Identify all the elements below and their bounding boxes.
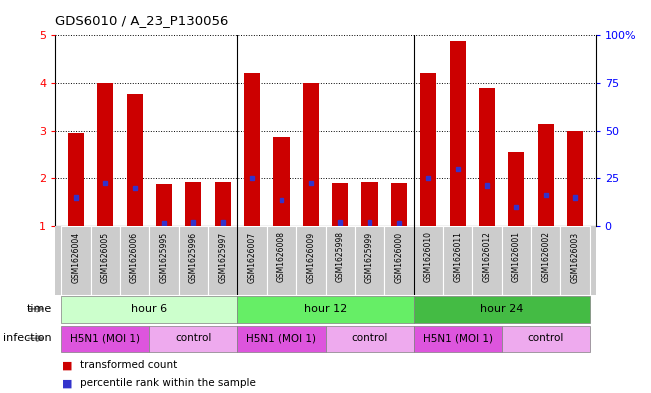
Bar — [250, 176, 254, 180]
Bar — [573, 195, 577, 200]
Bar — [215, 182, 231, 226]
Bar — [426, 176, 430, 180]
Text: GSM1625996: GSM1625996 — [189, 231, 198, 283]
Bar — [355, 226, 384, 295]
Bar — [361, 182, 378, 226]
Bar — [267, 226, 296, 295]
Text: GSM1626003: GSM1626003 — [571, 231, 579, 283]
Bar — [186, 182, 201, 226]
Bar — [391, 183, 407, 226]
Text: hour 24: hour 24 — [480, 304, 523, 314]
Bar — [238, 296, 413, 323]
Bar — [502, 226, 531, 295]
Text: control: control — [175, 333, 212, 343]
Text: GSM1625995: GSM1625995 — [159, 231, 169, 283]
Text: transformed count: transformed count — [80, 360, 177, 371]
Bar — [326, 226, 355, 295]
Bar — [162, 221, 166, 226]
Bar — [326, 326, 413, 352]
Bar — [339, 220, 342, 225]
Bar — [443, 226, 473, 295]
Text: hour 12: hour 12 — [304, 304, 347, 314]
Bar — [156, 184, 172, 226]
Bar — [238, 226, 267, 295]
Bar — [61, 326, 149, 352]
Bar — [303, 83, 319, 226]
Bar — [450, 41, 465, 226]
Bar — [120, 226, 149, 295]
Bar — [413, 296, 590, 323]
Text: H5N1 (MOI 1): H5N1 (MOI 1) — [422, 333, 493, 343]
Bar — [514, 205, 518, 209]
Text: GSM1626010: GSM1626010 — [424, 231, 433, 283]
Text: GSM1626004: GSM1626004 — [72, 231, 80, 283]
Text: GSM1626000: GSM1626000 — [395, 231, 404, 283]
Text: GDS6010 / A_23_P130056: GDS6010 / A_23_P130056 — [55, 15, 229, 28]
Bar — [332, 183, 348, 226]
Text: infection: infection — [3, 333, 52, 343]
Bar — [90, 226, 120, 295]
Text: GSM1626009: GSM1626009 — [307, 231, 315, 283]
Text: GSM1625998: GSM1625998 — [336, 231, 344, 283]
Text: ■: ■ — [62, 360, 72, 371]
Bar — [368, 220, 372, 225]
Bar — [296, 226, 326, 295]
Bar — [97, 83, 113, 226]
Bar — [397, 221, 401, 226]
Bar — [74, 195, 78, 200]
Bar — [61, 296, 238, 323]
Bar — [61, 226, 90, 295]
Bar — [456, 167, 460, 171]
Bar — [149, 326, 238, 352]
Bar — [238, 326, 326, 352]
Bar — [502, 326, 590, 352]
Bar — [544, 193, 547, 197]
Bar — [413, 326, 502, 352]
Text: control: control — [352, 333, 388, 343]
Text: GSM1626002: GSM1626002 — [541, 231, 550, 283]
Text: GSM1626008: GSM1626008 — [277, 231, 286, 283]
Bar — [420, 73, 436, 226]
Text: percentile rank within the sample: percentile rank within the sample — [80, 378, 256, 388]
Text: GSM1626011: GSM1626011 — [453, 231, 462, 282]
Text: time: time — [27, 304, 52, 314]
Bar — [104, 181, 107, 185]
Text: control: control — [527, 333, 564, 343]
Text: GSM1625999: GSM1625999 — [365, 231, 374, 283]
Bar — [485, 183, 489, 187]
Bar — [191, 220, 195, 225]
Text: H5N1 (MOI 1): H5N1 (MOI 1) — [70, 333, 140, 343]
Bar — [508, 152, 525, 226]
Text: GSM1626005: GSM1626005 — [101, 231, 110, 283]
Bar — [244, 73, 260, 226]
Text: GSM1625997: GSM1625997 — [218, 231, 227, 283]
Bar — [149, 226, 178, 295]
Bar — [384, 226, 413, 295]
Bar — [531, 226, 561, 295]
Bar — [208, 226, 238, 295]
Text: GSM1626001: GSM1626001 — [512, 231, 521, 283]
Bar — [479, 88, 495, 226]
Bar — [473, 226, 502, 295]
Bar — [561, 226, 590, 295]
Bar — [68, 133, 84, 226]
Text: H5N1 (MOI 1): H5N1 (MOI 1) — [247, 333, 316, 343]
Bar — [133, 185, 137, 190]
Bar — [178, 226, 208, 295]
Text: ■: ■ — [62, 378, 72, 388]
Bar — [538, 123, 554, 226]
Bar — [413, 226, 443, 295]
Text: GSM1626006: GSM1626006 — [130, 231, 139, 283]
Text: GSM1626012: GSM1626012 — [482, 231, 492, 282]
Bar — [273, 137, 290, 226]
Bar — [309, 181, 312, 185]
Bar — [279, 198, 283, 202]
Bar — [126, 94, 143, 226]
Text: hour 6: hour 6 — [132, 304, 167, 314]
Bar — [221, 220, 225, 225]
Bar — [567, 130, 583, 226]
Text: GSM1626007: GSM1626007 — [247, 231, 256, 283]
